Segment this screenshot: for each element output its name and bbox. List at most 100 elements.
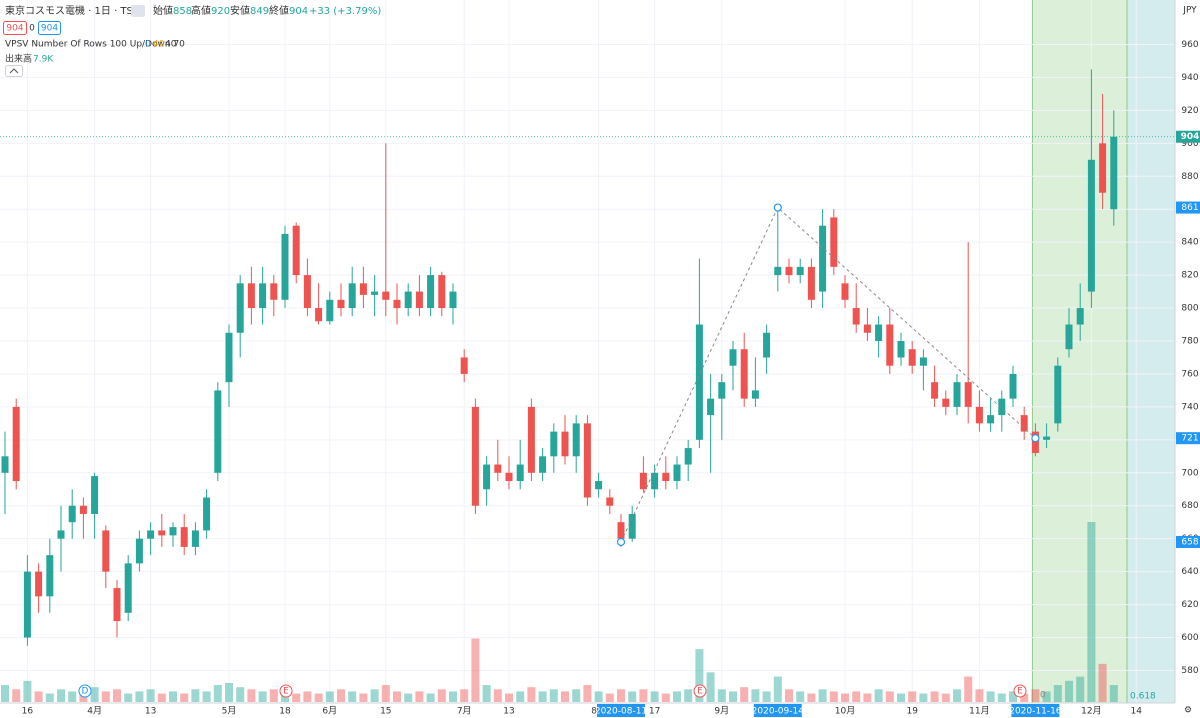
candle-body	[639, 472, 647, 490]
candle-body	[908, 349, 916, 366]
y-tick-label: 580	[1181, 666, 1198, 676]
axes: 5806006206406606807007207407607808008208…	[22, 40, 1200, 717]
settings-icon[interactable]: ⚙	[1184, 706, 1192, 716]
candle-body	[1009, 373, 1017, 399]
volume-bar	[471, 638, 480, 702]
y-tick-label: 900	[1181, 139, 1198, 149]
candle-body	[651, 472, 659, 490]
volume-bar	[818, 689, 827, 702]
y-tick-label: 780	[1181, 336, 1198, 346]
volume-bar	[639, 689, 648, 702]
candle-body	[785, 266, 793, 276]
candle-body	[919, 357, 927, 366]
volume-bar	[258, 691, 267, 702]
volume-bar	[415, 691, 424, 702]
x-tick-label: 11月	[969, 706, 989, 717]
menu-button[interactable]	[131, 5, 145, 17]
volume-bar	[314, 693, 323, 702]
indicator-value: 40	[153, 40, 165, 50]
x-tick-label: 6月	[322, 706, 337, 717]
x-tick-label: 18	[279, 707, 291, 717]
volume-bar	[191, 689, 200, 702]
volume-bar	[1042, 691, 1051, 702]
volume-bar	[572, 689, 581, 702]
volume-bar	[583, 685, 592, 702]
x-tick-label: 13	[503, 707, 514, 717]
drawing-point	[616, 537, 626, 547]
price-label: 658	[1181, 537, 1198, 547]
y-tick-label: 680	[1181, 501, 1198, 511]
volume-bar	[729, 691, 737, 702]
candle-body	[807, 266, 815, 300]
event-marker[interactable]	[78, 684, 92, 698]
volume-bar	[852, 691, 861, 702]
candle-body	[270, 283, 278, 300]
volume-bar	[1109, 685, 1118, 702]
candle-body	[707, 398, 715, 416]
trend-drawing	[620, 206, 1036, 543]
x-tick-label: 5月	[222, 706, 237, 717]
y-tick-label: 820	[1181, 271, 1198, 281]
event-marker[interactable]	[1013, 684, 1027, 698]
y-tick-label: 960	[1181, 40, 1198, 50]
volume-bar	[1020, 693, 1029, 702]
x-tick-label: 4月	[87, 706, 102, 717]
x-tick-label: 10月	[835, 706, 855, 717]
candle-body	[371, 291, 379, 295]
currency: JPY	[1182, 6, 1197, 16]
volume-bar	[505, 693, 513, 702]
collapse-button[interactable]	[5, 65, 23, 77]
candle-body	[337, 299, 345, 309]
plot	[0, 69, 1175, 702]
price-axis	[1175, 0, 1200, 718]
y-tick-label: 700	[1181, 468, 1198, 478]
price-label-bg	[1176, 130, 1200, 143]
volume-bar	[953, 689, 961, 702]
volume-bar	[516, 691, 525, 702]
candle-body	[1031, 431, 1039, 454]
event-marker[interactable]	[693, 684, 707, 698]
date-label-bg	[597, 704, 645, 717]
date-label-bg	[1011, 704, 1060, 717]
ohlc-value: 858	[173, 6, 192, 17]
volume-bar	[527, 687, 536, 702]
change: +33 (+3.79%)	[309, 6, 381, 17]
spread: 0	[29, 24, 35, 34]
buy-button[interactable]	[38, 21, 61, 35]
volume-bar	[762, 691, 771, 702]
event-label: E	[1017, 687, 1023, 697]
volume-bar	[101, 691, 110, 702]
candle-body	[572, 423, 580, 457]
y-tick-label: 800	[1181, 304, 1198, 314]
volume-bar	[180, 693, 189, 702]
price-label: 721	[1181, 434, 1198, 444]
volume-label: 出来高	[5, 53, 32, 65]
volume-bar	[1, 685, 9, 702]
volume-bar	[594, 691, 603, 702]
volume-bar	[303, 691, 312, 702]
volume-bar	[908, 691, 917, 702]
volume-bar	[617, 689, 625, 702]
background	[0, 0, 1175, 703]
price-label: 861	[1181, 203, 1198, 213]
volume-bar	[650, 691, 659, 702]
ohlc-label: 終値	[269, 4, 289, 17]
volume-bar	[292, 693, 301, 702]
price-label-bg	[1176, 201, 1200, 214]
event-marker[interactable]	[279, 684, 293, 698]
sell-button[interactable]	[3, 21, 27, 35]
button-label: 904	[41, 24, 58, 34]
date-label: 2020-11-16	[1009, 707, 1062, 717]
candle-body	[494, 464, 502, 473]
y-tick-label: 940	[1181, 73, 1198, 83]
x-tick-label: 13	[145, 707, 156, 717]
volume-bar	[236, 687, 245, 702]
volume-bar	[359, 693, 368, 702]
candle-body	[830, 217, 838, 267]
volume-bar	[437, 689, 446, 702]
x-tick-label: 9月	[714, 706, 729, 717]
volume-bar	[549, 689, 558, 702]
volume-bar	[1009, 691, 1017, 702]
candle-body	[382, 291, 390, 300]
y-tick-label: 920	[1181, 106, 1198, 116]
